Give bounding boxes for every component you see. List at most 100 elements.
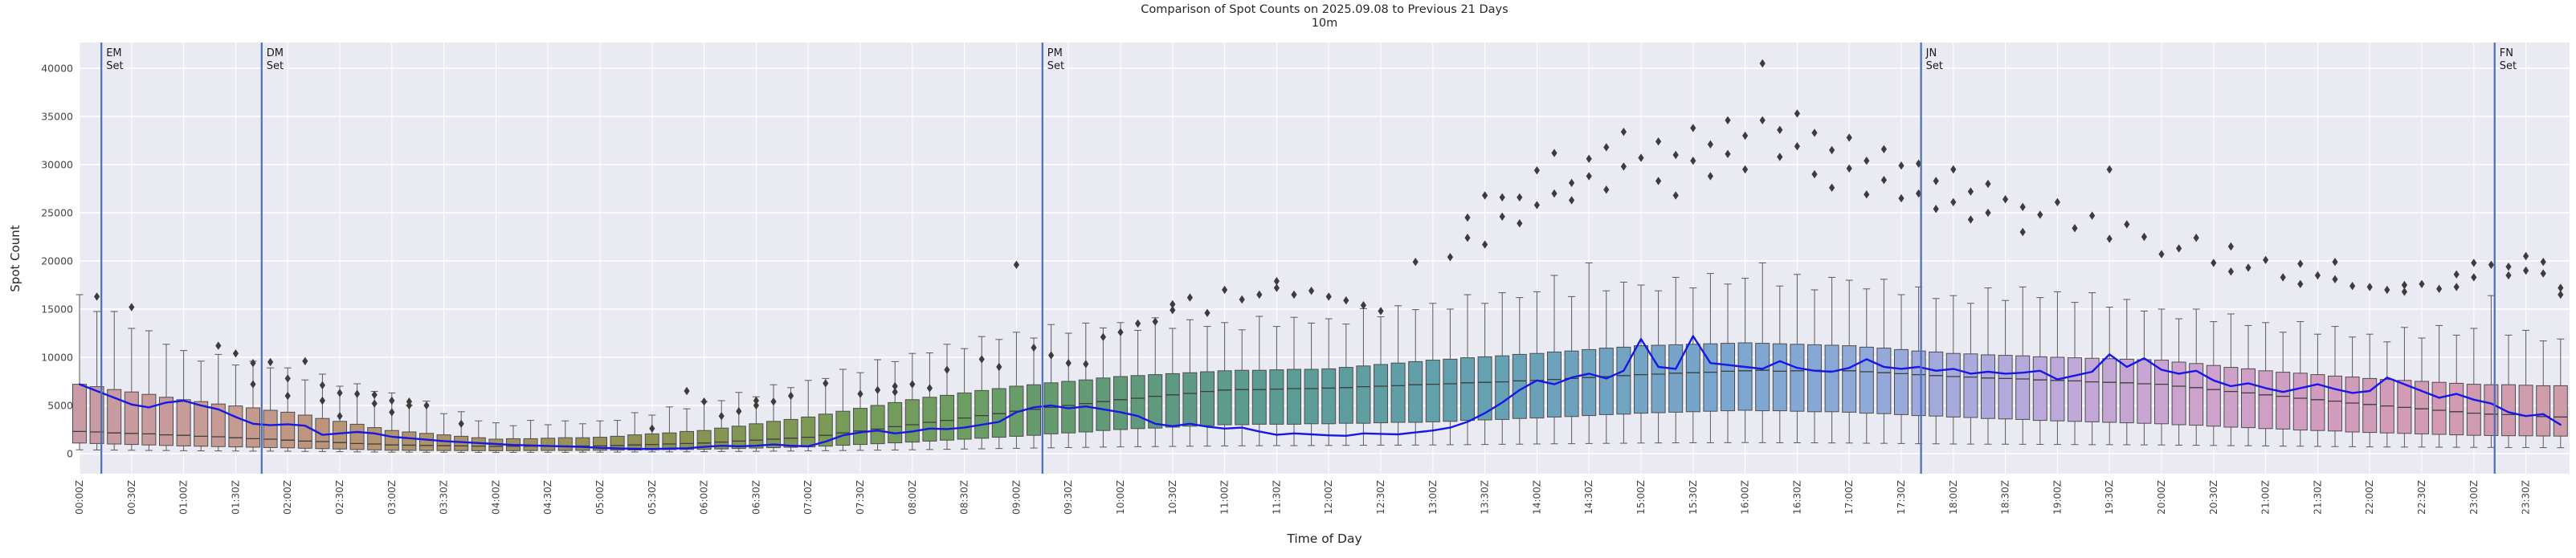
box-glyph: [1842, 279, 1857, 444]
flier-diamond-icon: [2401, 287, 2407, 296]
box-iqr: [1200, 371, 1215, 426]
box-glyph: [680, 408, 694, 453]
x-tick-label: 11:30Z: [1271, 480, 1282, 515]
box-iqr: [2466, 384, 2481, 436]
flier-diamond-icon: [1325, 292, 1332, 301]
box-iqr: [991, 388, 1006, 438]
flier-diamond-icon: [1551, 189, 1557, 198]
x-tick-label: 03:00Z: [386, 480, 398, 515]
y-tick-label: 5000: [47, 400, 73, 412]
box-iqr: [2171, 361, 2186, 426]
box-iqr: [2189, 363, 2204, 426]
box-iqr: [2553, 385, 2568, 437]
box-iqr: [2223, 367, 2239, 428]
box-iqr: [2050, 356, 2065, 422]
flier-diamond-icon: [2019, 202, 2026, 211]
box-glyph: [1807, 289, 1822, 444]
box-iqr: [818, 413, 833, 447]
box-iqr: [974, 389, 990, 439]
flier-diamond-icon: [1707, 140, 1713, 149]
box-iqr: [835, 410, 851, 446]
flier-diamond-icon: [302, 356, 308, 365]
flier-diamond-icon: [1170, 306, 1176, 315]
box-iqr: [2501, 384, 2516, 437]
box-glyph: [2102, 307, 2117, 446]
box-glyph: [2119, 299, 2134, 446]
box-iqr: [696, 430, 712, 450]
flier-diamond-icon: [2297, 259, 2304, 268]
flier-diamond-icon: [2245, 263, 2251, 272]
box-glyph: [1859, 288, 1874, 444]
x-tick-label: 07:30Z: [855, 480, 866, 515]
box-iqr: [1963, 353, 1978, 418]
x-tick-label: 08:00Z: [907, 480, 918, 515]
flier-diamond-icon: [2019, 227, 2026, 237]
box-iqr: [1460, 357, 1475, 422]
flier-diamond-icon: [129, 303, 135, 312]
flier-diamond-icon: [1742, 165, 1749, 174]
flier-diamond-icon: [909, 380, 916, 389]
flier-diamond-icon: [2054, 198, 2060, 206]
box-iqr: [1043, 382, 1059, 434]
flier-diamond-icon: [823, 379, 829, 388]
flier-diamond-icon: [1725, 116, 1731, 124]
flier-diamond-icon: [2280, 273, 2286, 282]
box-iqr: [89, 386, 104, 444]
box-glyph: [974, 336, 990, 450]
y-tick-label: 20000: [41, 255, 73, 267]
flier-diamond-icon: [1482, 191, 1488, 200]
box-glyph: [801, 380, 816, 452]
flier-diamond-icon: [1672, 191, 1679, 200]
box-iqr: [2292, 373, 2308, 431]
box-glyph: [1061, 332, 1076, 448]
box-iqr: [904, 399, 920, 443]
box-iqr: [749, 423, 764, 449]
box-glyph: [1217, 322, 1232, 446]
flier-diamond-icon: [267, 357, 274, 367]
box-glyph: [72, 294, 87, 450]
box-glyph: [436, 413, 451, 453]
today-line: [78, 335, 2562, 450]
box-iqr: [940, 394, 954, 441]
flier-diamond-icon: [926, 384, 933, 393]
box-glyph: [1251, 316, 1267, 446]
box-iqr: [575, 437, 590, 451]
x-tick-label: 03:30Z: [439, 480, 450, 515]
chart-title-block: Comparison of Spot Counts on 2025.09.08 …: [80, 3, 2570, 30]
flier-diamond-icon: [1308, 287, 1315, 295]
flier-diamond-icon: [1482, 240, 1488, 249]
box-iqr: [72, 384, 87, 444]
box-iqr: [402, 431, 417, 451]
flier-diamond-icon: [1152, 317, 1158, 326]
flier-diamond-icon: [1013, 260, 1019, 269]
flier-diamond-icon: [1794, 142, 1800, 151]
box-glyph: [1460, 294, 1475, 446]
flier-diamond-icon: [2314, 271, 2321, 280]
box-glyph: [2223, 313, 2239, 446]
flier-diamond-icon: [1186, 293, 1193, 302]
box-glyph: [870, 359, 885, 451]
y-tick-label: 15000: [41, 303, 73, 316]
flier-diamond-icon: [2419, 279, 2425, 288]
flier-diamond-icon: [1135, 319, 1141, 328]
box-glyph: [297, 379, 312, 452]
box-glyph: [2466, 328, 2481, 448]
flier-diamond-icon: [2488, 260, 2494, 269]
flier-diamond-icon: [1586, 172, 1592, 181]
flier-diamond-icon: [1291, 290, 1297, 299]
chart-subtitle: 10m: [1311, 16, 1338, 30]
x-tick-label: 14:00Z: [1531, 480, 1542, 515]
box-glyph: [2154, 308, 2169, 446]
box-glyph: [1824, 276, 1839, 444]
box-iqr: [2310, 374, 2325, 431]
box-iqr: [2431, 381, 2447, 435]
x-tick-label: 23:30Z: [2521, 480, 2532, 515]
flier-diamond-icon: [1239, 295, 1245, 304]
x-tick-label: 05:30Z: [647, 480, 658, 515]
box-iqr: [557, 437, 573, 451]
box-glyph: [1512, 297, 1527, 445]
box-glyph: [2345, 336, 2360, 447]
flier-diamond-icon: [1777, 125, 1783, 134]
flier-diamond-icon: [1811, 128, 1818, 137]
